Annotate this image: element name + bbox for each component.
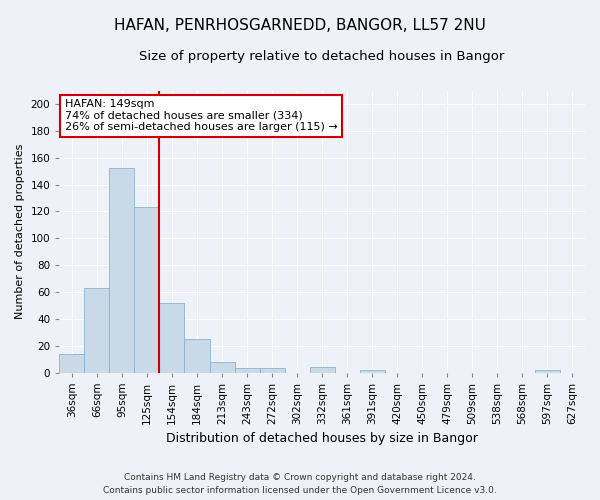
Text: HAFAN: 149sqm
74% of detached houses are smaller (334)
26% of semi-detached hous: HAFAN: 149sqm 74% of detached houses are… [65,99,337,132]
X-axis label: Distribution of detached houses by size in Bangor: Distribution of detached houses by size … [166,432,478,445]
Text: HAFAN, PENRHOSGARNEDD, BANGOR, LL57 2NU: HAFAN, PENRHOSGARNEDD, BANGOR, LL57 2NU [114,18,486,32]
Bar [160,302,184,372]
Bar [209,362,235,372]
Y-axis label: Number of detached properties: Number of detached properties [15,144,25,319]
Bar [360,370,385,372]
Bar [85,288,109,372]
Title: Size of property relative to detached houses in Bangor: Size of property relative to detached ho… [139,50,505,63]
Bar [134,208,160,372]
Bar [109,168,134,372]
Bar [184,339,209,372]
Bar [260,368,284,372]
Bar [535,370,560,372]
Bar [235,368,260,372]
Bar [310,367,335,372]
Bar [59,354,85,372]
Text: Contains HM Land Registry data © Crown copyright and database right 2024.
Contai: Contains HM Land Registry data © Crown c… [103,474,497,495]
